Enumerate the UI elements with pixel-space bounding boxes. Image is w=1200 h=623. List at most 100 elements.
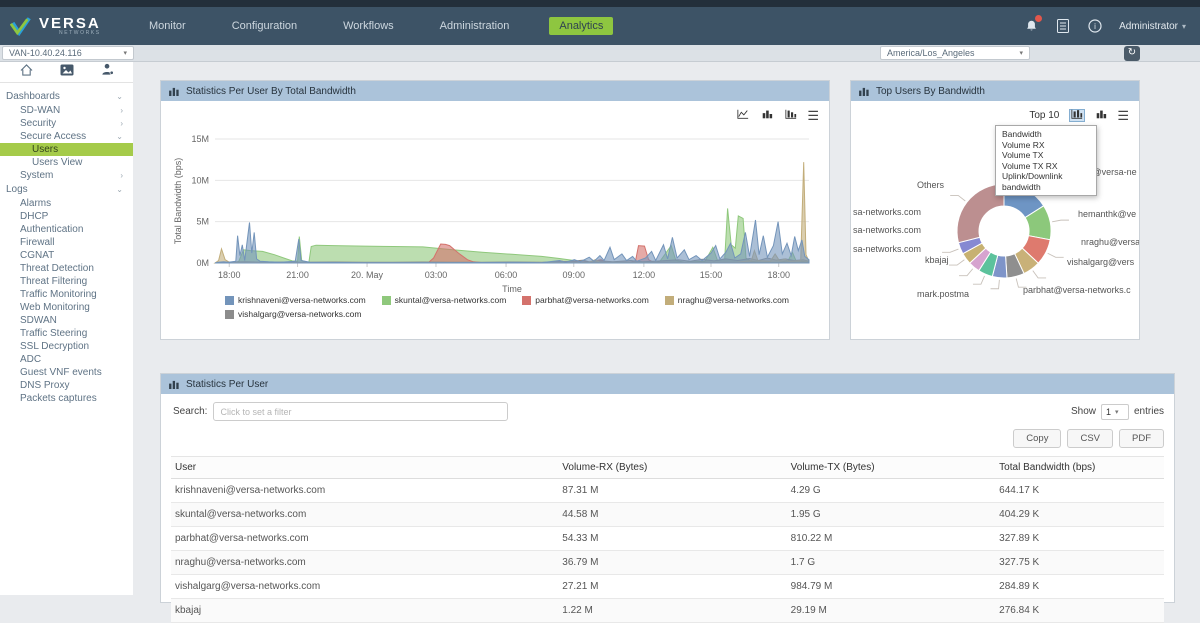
chevron-right-icon: › <box>120 169 123 182</box>
panel-title: Top Users By Bandwidth <box>876 86 985 97</box>
search-label: Search: <box>173 406 207 417</box>
sidebar-item-web-monitoring[interactable]: Web Monitoring <box>0 301 133 314</box>
value-cell: 810.22 M <box>787 527 996 551</box>
value-cell: 44.58 M <box>558 503 786 527</box>
sidebar-item-sdwan[interactable]: SDWAN <box>0 314 133 327</box>
menu-item-volume-tx-rx[interactable]: Volume TX RX <box>996 161 1096 172</box>
menu-item-volume-rx[interactable]: Volume RX <box>996 140 1096 151</box>
table-row: nraghu@versa-networks.com36.79 M1.7 G327… <box>171 551 1164 575</box>
nav-item-workflows[interactable]: Workflows <box>337 17 400 35</box>
sidebar-item-system[interactable]: System› <box>0 169 133 182</box>
legend-swatch <box>522 296 531 305</box>
user-settings-icon[interactable] <box>101 63 114 81</box>
svg-text:10M: 10M <box>191 175 209 185</box>
refresh-button[interactable]: ↻ <box>1124 46 1140 61</box>
column-header[interactable]: Total Bandwidth (bps) <box>995 457 1164 479</box>
menu-item-uplink-downlink-bandwidth[interactable]: Uplink/Downlink bandwidth <box>996 171 1096 192</box>
bar-chart-icon[interactable] <box>783 109 799 122</box>
sidebar-item-threat-detection[interactable]: Threat Detection <box>0 262 133 275</box>
appliance-selector[interactable]: VAN-10.40.24.116 ▾ <box>2 46 134 60</box>
chart-menu-icon[interactable]: ☰ <box>807 110 819 121</box>
user-link[interactable]: nraghu@versa-networks.com <box>171 551 558 575</box>
svg-text:20. May: 20. May <box>351 270 384 280</box>
page-size-select[interactable]: 1 ▾ <box>1101 404 1129 420</box>
csv-button[interactable]: CSV <box>1067 429 1113 448</box>
sidebar-item-alarms[interactable]: Alarms <box>0 197 133 210</box>
copy-button[interactable]: Copy <box>1013 429 1061 448</box>
panel-top-users-by-bandwidth: Top Users By Bandwidth Top 10 ☰ krishnav… <box>850 80 1140 340</box>
svg-text:15:00: 15:00 <box>700 270 723 280</box>
sidebar-item-security[interactable]: Security› <box>0 117 133 130</box>
sidebar-item-guest-vnf-events[interactable]: Guest VNF events <box>0 366 133 379</box>
timezone-selector[interactable]: America/Los_Angeles ▾ <box>880 46 1030 60</box>
dashboard-gallery-icon[interactable] <box>60 63 74 81</box>
info-icon[interactable]: i <box>1087 18 1103 34</box>
user-link[interactable]: krishnaveni@versa-networks.com <box>171 479 558 503</box>
sidebar-item-users[interactable]: Users <box>0 143 133 156</box>
menu-item-bandwidth[interactable]: Bandwidth <box>996 129 1096 140</box>
sidebar-item-threat-filtering[interactable]: Threat Filtering <box>0 275 133 288</box>
pdf-button[interactable]: PDF <box>1119 429 1164 448</box>
value-cell: 327.75 K <box>995 551 1164 575</box>
legend-item[interactable]: nraghu@versa-networks.com <box>665 295 789 305</box>
sidebar-item-users-view[interactable]: Users View <box>0 156 133 169</box>
svg-text:03:00: 03:00 <box>425 270 448 280</box>
sidebar-item-sd-wan[interactable]: SD-WAN› <box>0 104 133 117</box>
menu-item-volume-tx[interactable]: Volume TX <box>996 150 1096 161</box>
user-label: Administrator <box>1119 21 1178 32</box>
sidebar-item-firewall[interactable]: Firewall <box>0 236 133 249</box>
table-row: skuntal@versa-networks.com44.58 M1.95 G4… <box>171 503 1164 527</box>
metric-dropdown-menu: BandwidthVolume RXVolume TXVolume TX RXU… <box>995 125 1097 196</box>
sidebar-item-ssl-decryption[interactable]: SSL Decryption <box>0 340 133 353</box>
nav-item-analytics[interactable]: Analytics <box>549 17 613 35</box>
svg-text:0M: 0M <box>196 258 209 268</box>
panel-statistics-per-user-by-total-bandwidth: Statistics Per User By Total Bandwidth ☰… <box>160 80 830 340</box>
user-link[interactable]: skuntal@versa-networks.com <box>171 503 558 527</box>
column-header[interactable]: Volume-RX (Bytes) <box>558 457 786 479</box>
nav-item-administration[interactable]: Administration <box>434 17 516 35</box>
column-header[interactable]: User <box>171 457 558 479</box>
sidebar-item-traffic-monitoring[interactable]: Traffic Monitoring <box>0 288 133 301</box>
top-strip <box>0 0 1200 7</box>
sidebar-item-dhcp[interactable]: DHCP <box>0 210 133 223</box>
bar-chart-icon <box>859 87 870 96</box>
sidebar-item-secure-access[interactable]: Secure Access⌄ <box>0 130 133 143</box>
legend-item[interactable]: skuntal@versa-networks.com <box>382 295 507 305</box>
donut-slice-label: Others <box>917 180 944 190</box>
sidebar-item-traffic-steering[interactable]: Traffic Steering <box>0 327 133 340</box>
legend-item[interactable]: krishnaveni@versa-networks.com <box>225 295 366 305</box>
sub-toolbar: VAN-10.40.24.116 ▾ America/Los_Angeles ▾… <box>0 45 1200 62</box>
svg-text:15M: 15M <box>191 134 209 144</box>
line-chart-icon[interactable] <box>735 109 751 122</box>
bell-icon[interactable] <box>1023 18 1039 34</box>
sidebar-item-authentication[interactable]: Authentication <box>0 223 133 236</box>
main-nav: Monitor Configuration Workflows Administrat… <box>143 17 613 35</box>
legend-item[interactable]: parbhat@versa-networks.com <box>522 295 649 305</box>
legend-swatch <box>225 296 234 305</box>
search-input[interactable] <box>213 402 508 421</box>
sidebar-item-dashboards[interactable]: Dashboards⌄ <box>0 89 133 104</box>
legend-label: parbhat@versa-networks.com <box>535 295 649 305</box>
sidebar-item-cgnat[interactable]: CGNAT <box>0 249 133 262</box>
nav-item-configuration[interactable]: Configuration <box>226 17 303 35</box>
user-link[interactable]: parbhat@versa-networks.com <box>171 527 558 551</box>
sidebar-item-adc[interactable]: ADC <box>0 353 133 366</box>
user-menu[interactable]: Administrator ▾ <box>1119 21 1186 32</box>
report-list-icon[interactable] <box>1055 18 1071 34</box>
home-icon[interactable] <box>20 63 33 81</box>
sidebar-item-dns-proxy[interactable]: DNS Proxy <box>0 379 133 392</box>
donut-slice-label: parbhat@versa-networks.c <box>1023 285 1131 295</box>
page-size-value: 1 <box>1106 407 1111 417</box>
sidebar-item-logs[interactable]: Logs⌄ <box>0 182 133 197</box>
column-header[interactable]: Volume-TX (Bytes) <box>787 457 996 479</box>
sidebar-item-packets-captures[interactable]: Packets captures <box>0 392 133 405</box>
sidebar: Dashboards⌄SD-WAN›Security›Secure Access… <box>0 62 133 595</box>
column-chart-icon[interactable] <box>759 109 775 122</box>
value-cell: 29.19 M <box>787 599 996 623</box>
user-link[interactable]: kbajaj <box>171 599 558 623</box>
svg-text:Time: Time <box>502 284 522 294</box>
chevron-right-icon: › <box>120 104 123 117</box>
donut-slice-label: mark.postma <box>917 289 969 299</box>
legend-item[interactable]: vishalgarg@versa-networks.com <box>225 309 361 319</box>
nav-item-monitor[interactable]: Monitor <box>143 17 192 35</box>
